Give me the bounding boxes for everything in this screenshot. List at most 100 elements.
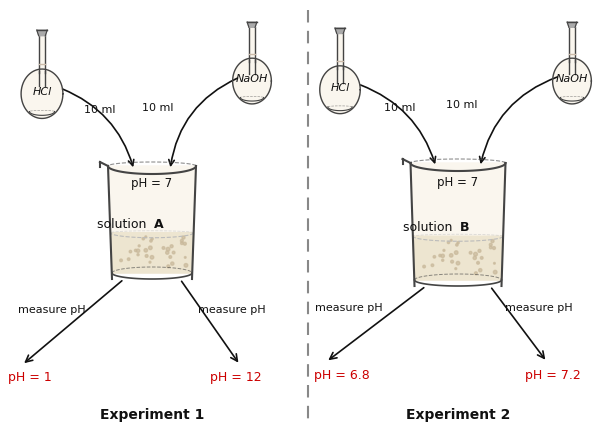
Circle shape (491, 240, 494, 243)
Circle shape (180, 242, 183, 245)
Circle shape (455, 268, 456, 270)
Text: pH = 1: pH = 1 (8, 372, 52, 384)
Circle shape (442, 259, 444, 261)
Circle shape (151, 238, 153, 240)
Polygon shape (110, 233, 193, 273)
Circle shape (456, 261, 460, 265)
Circle shape (162, 247, 165, 249)
Circle shape (447, 241, 450, 244)
Circle shape (469, 251, 472, 254)
Polygon shape (249, 27, 255, 62)
Polygon shape (21, 69, 63, 118)
Circle shape (134, 249, 137, 252)
Circle shape (184, 242, 186, 245)
Circle shape (443, 249, 445, 251)
Circle shape (451, 260, 453, 263)
Text: solution: solution (403, 221, 456, 234)
Circle shape (137, 254, 139, 256)
Circle shape (136, 249, 140, 252)
Circle shape (148, 246, 152, 250)
Circle shape (493, 270, 497, 274)
Circle shape (169, 256, 172, 258)
Polygon shape (37, 30, 47, 36)
Polygon shape (569, 27, 575, 62)
Circle shape (182, 236, 185, 239)
Polygon shape (335, 28, 345, 34)
Text: measure pH: measure pH (315, 303, 383, 313)
Text: NaOH: NaOH (556, 74, 588, 84)
Polygon shape (553, 58, 591, 104)
Polygon shape (567, 22, 577, 27)
Circle shape (450, 254, 453, 257)
Circle shape (120, 259, 123, 262)
Circle shape (474, 272, 477, 275)
Circle shape (150, 256, 154, 259)
Circle shape (144, 248, 147, 252)
Circle shape (450, 239, 452, 241)
Circle shape (167, 265, 170, 268)
Text: pH = 12: pH = 12 (210, 372, 262, 384)
Text: pH = 7.2: pH = 7.2 (525, 368, 581, 381)
Polygon shape (233, 58, 272, 104)
Circle shape (431, 264, 434, 267)
Text: Experiment 1: Experiment 1 (100, 408, 204, 422)
Circle shape (142, 238, 145, 240)
Circle shape (478, 249, 481, 252)
Circle shape (474, 252, 477, 256)
Circle shape (149, 261, 151, 263)
Circle shape (493, 247, 495, 250)
Circle shape (457, 241, 459, 244)
Circle shape (172, 251, 175, 254)
Circle shape (493, 262, 495, 264)
Polygon shape (247, 22, 257, 27)
Circle shape (423, 265, 426, 268)
Text: HCl: HCl (33, 87, 52, 97)
Circle shape (439, 254, 441, 257)
Text: 10 ml: 10 ml (446, 100, 478, 110)
Circle shape (433, 256, 436, 258)
Circle shape (480, 257, 483, 259)
Circle shape (145, 254, 148, 257)
Circle shape (456, 244, 458, 246)
Polygon shape (337, 33, 343, 70)
Circle shape (170, 245, 173, 248)
Circle shape (180, 239, 184, 242)
Circle shape (184, 264, 188, 267)
Text: pH = 6.8: pH = 6.8 (314, 368, 370, 381)
Text: 10 ml: 10 ml (84, 105, 116, 115)
Text: Experiment 2: Experiment 2 (406, 408, 510, 422)
Text: NaOH: NaOH (236, 74, 268, 84)
Text: A: A (154, 218, 164, 231)
Polygon shape (108, 166, 196, 273)
Circle shape (455, 251, 458, 254)
Text: B: B (460, 221, 469, 234)
Polygon shape (320, 66, 360, 114)
Circle shape (166, 248, 170, 251)
Circle shape (166, 251, 169, 254)
Circle shape (473, 256, 476, 260)
Circle shape (128, 258, 130, 260)
Circle shape (477, 261, 479, 264)
Circle shape (479, 269, 482, 272)
Circle shape (441, 254, 444, 257)
Circle shape (150, 240, 152, 242)
Circle shape (489, 243, 492, 246)
Text: measure pH: measure pH (198, 305, 265, 315)
Circle shape (145, 236, 147, 238)
Text: measure pH: measure pH (505, 303, 573, 313)
Polygon shape (410, 163, 506, 280)
Text: solution: solution (97, 218, 150, 231)
Circle shape (184, 257, 186, 258)
Text: 10 ml: 10 ml (384, 103, 416, 113)
Text: pH = 7: pH = 7 (131, 177, 172, 190)
Text: 10 ml: 10 ml (142, 103, 174, 113)
Polygon shape (413, 236, 503, 280)
Polygon shape (39, 35, 46, 73)
Circle shape (171, 262, 174, 265)
Circle shape (138, 245, 140, 247)
Circle shape (490, 246, 492, 249)
Text: measure pH: measure pH (18, 305, 86, 315)
Text: HCl: HCl (330, 83, 350, 93)
Circle shape (129, 251, 132, 253)
Text: pH = 7: pH = 7 (437, 176, 479, 189)
